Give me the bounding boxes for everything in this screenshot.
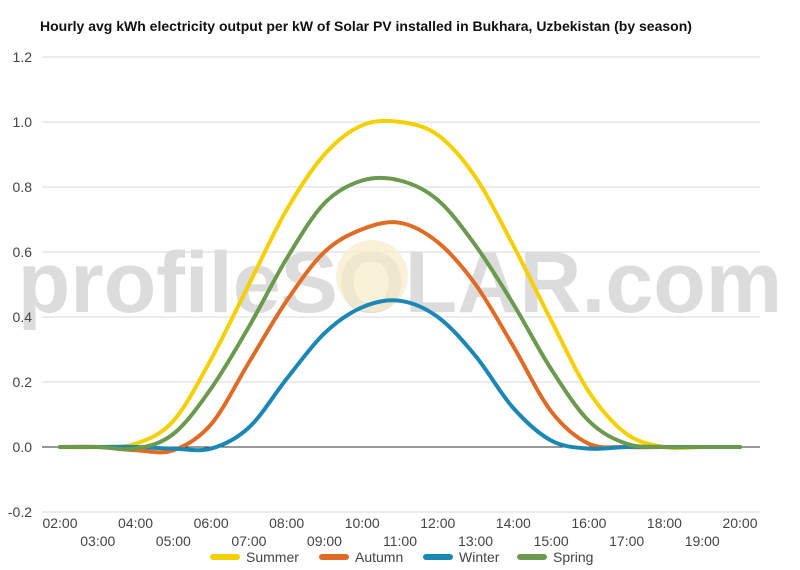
series-lines: [58, 118, 742, 455]
y-tick-label: 1.2: [13, 49, 33, 65]
x-tick-label: 16:00: [571, 515, 606, 531]
x-tick-label: 02:00: [42, 515, 77, 531]
x-tick-label: 20:00: [722, 515, 757, 531]
x-tick-label: 19:00: [685, 533, 720, 549]
legend-swatch: [210, 554, 240, 560]
legend-label: Spring: [553, 549, 594, 565]
x-axis-ticks: 02:0003:0004:0005:0006:0007:0008:0009:00…: [42, 515, 757, 549]
legend-swatch: [517, 554, 547, 560]
series-line-spring: [58, 175, 742, 452]
x-tick-label: 12:00: [420, 515, 455, 531]
y-tick-label: 0.0: [13, 439, 33, 455]
x-tick-label: 14:00: [496, 515, 531, 531]
series-line-winter: [58, 298, 742, 453]
legend: Summer Autumn Winter Spring: [0, 549, 800, 569]
legend-label: Summer: [246, 549, 299, 565]
x-tick-label: 05:00: [156, 533, 191, 549]
y-tick-label: 1.0: [13, 114, 33, 130]
y-tick-label: 0.2: [13, 374, 33, 390]
x-tick-label: 09:00: [307, 533, 342, 549]
x-tick-label: 07:00: [231, 533, 266, 549]
x-tick-label: 06:00: [194, 515, 229, 531]
y-tick-label: 0.8: [13, 179, 33, 195]
x-tick-label: 10:00: [345, 515, 380, 531]
y-axis-ticks: 1.2 1.0 0.8 0.6 0.4 0.2 0.0 -0.2: [8, 49, 32, 520]
x-tick-label: 08:00: [269, 515, 304, 531]
x-tick-label: 17:00: [609, 533, 644, 549]
legend-label: Winter: [459, 549, 500, 565]
x-tick-label: 13:00: [458, 533, 493, 549]
x-tick-label: 04:00: [118, 515, 153, 531]
chart-title: Hourly avg kWh electricity output per kW…: [40, 18, 692, 34]
x-tick-label: 18:00: [647, 515, 682, 531]
y-tick-label: -0.2: [8, 504, 32, 520]
y-tick-label: 0.6: [13, 244, 33, 260]
x-tick-label: 15:00: [534, 533, 569, 549]
x-tick-label: 11:00: [383, 533, 417, 549]
watermark-sun-icon: [336, 240, 408, 312]
legend-swatch: [319, 554, 349, 560]
legend-swatch: [423, 554, 453, 560]
series-line-summer: [58, 118, 742, 450]
x-tick-label: 03:00: [80, 533, 115, 549]
legend-label: Autumn: [355, 549, 404, 565]
line-chart: profileSOLAR.com 1.21.00.80.60.40.20.0-0…: [8, 49, 782, 549]
y-tick-label: 0.4: [13, 309, 33, 325]
